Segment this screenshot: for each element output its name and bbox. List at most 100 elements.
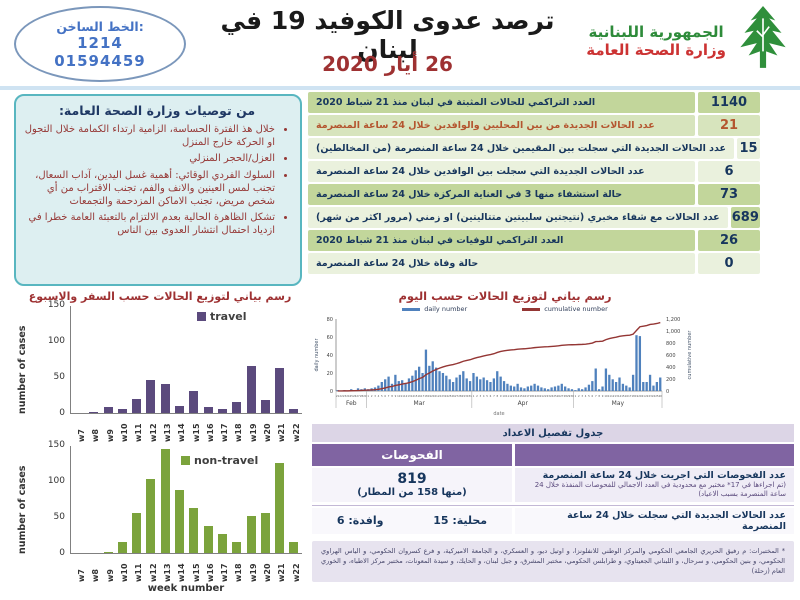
- stat-value: 1140: [698, 92, 760, 113]
- svg-text:31: 31: [468, 394, 472, 398]
- non-travel-bar: [203, 526, 213, 553]
- svg-text:21: 21: [336, 394, 340, 398]
- details-table: جدول تفصيل الاعداد الفحوصات 819 (منها 15…: [312, 424, 794, 582]
- svg-text:19: 19: [533, 394, 537, 398]
- hotline-short-number: 1214: [77, 33, 123, 52]
- svg-text:27: 27: [560, 394, 564, 398]
- svg-text:10: 10: [397, 394, 401, 398]
- recommendations-title: من توصيات وزارة الصحة العامة:: [58, 103, 256, 118]
- report-date: 26 أيار 2020: [322, 52, 453, 76]
- non-travel-bar: [146, 478, 156, 553]
- svg-text:15: 15: [519, 394, 523, 398]
- svg-text:11: 11: [506, 394, 510, 398]
- svg-text:800: 800: [666, 341, 676, 347]
- svg-text:May: May: [612, 400, 625, 407]
- svg-text:5: 5: [486, 394, 488, 398]
- svg-text:13: 13: [615, 394, 619, 398]
- stat-label: حالة وفاة خلال 24 ساعة المنصرمة: [308, 253, 695, 274]
- svg-text:29: 29: [462, 394, 466, 398]
- stat-row: العدد التراكمي للوفيات في لبنان منذ 21 ش…: [308, 230, 760, 251]
- stat-row: عدد الحالات الجديدة التي سجلت بين المقيم…: [308, 138, 760, 159]
- details-header-row: الفحوصات: [312, 444, 794, 466]
- weekly-charts-panel: رسم بياني لتوزيع الحالات حسب السفر والاس…: [12, 290, 308, 594]
- non-travel-bar: [117, 541, 127, 553]
- x-axis-tick: w15: [191, 423, 201, 442]
- svg-text:Mar: Mar: [414, 400, 426, 407]
- non-travel-bar: [175, 490, 185, 553]
- recommendation-item: العزل/الحجر المنزلي: [24, 152, 275, 165]
- ministry-header: الجمهورية اللبنانية وزارة الصحة العامة: [586, 4, 794, 78]
- svg-text:4: 4: [585, 394, 587, 398]
- stat-value: 0: [698, 253, 760, 274]
- svg-text:22: 22: [543, 394, 547, 398]
- nontravel-legend: non-travel: [181, 454, 258, 467]
- x-axis-tick: w16: [205, 423, 215, 442]
- svg-text:25: 25: [350, 394, 354, 398]
- svg-text:6: 6: [384, 394, 386, 398]
- travel-x-axis-labels: w7 w8 w9 w10 w11 w12 w13 w14 w15 w16 w17 w18 w19 w20 w…: [74, 416, 306, 442]
- stat-label: عدد الحالات مع شفاء مخبري (نتيجتين سلبيت…: [308, 207, 728, 228]
- x-axis-tick: w18: [234, 423, 244, 442]
- svg-text:29: 29: [363, 394, 367, 398]
- svg-text:1,200: 1,200: [666, 317, 680, 323]
- new-cases-row: محلية: 15 وافدة: 6 عدد الحالات الجديدة ا…: [312, 507, 794, 534]
- non-travel-bar: [189, 507, 199, 553]
- svg-text:2: 2: [371, 394, 373, 398]
- non-travel-bar: [217, 533, 227, 553]
- recommendations-list: خلال هذ الفترة الحساسة، الزامية ارتداء ا…: [24, 123, 290, 238]
- svg-text:21: 21: [435, 394, 439, 398]
- svg-text:40: 40: [327, 353, 333, 359]
- y-axis-tick: 150: [47, 440, 65, 450]
- stat-label: العدد التراكمي للحالات المثبتة في لبنان …: [308, 92, 695, 113]
- x-axis-tick: w14: [177, 563, 187, 582]
- travel-bar: [132, 398, 142, 413]
- svg-text:28: 28: [564, 394, 568, 398]
- travel-bar: [217, 408, 227, 413]
- svg-text:20: 20: [327, 371, 333, 377]
- travel-bar: [175, 405, 185, 413]
- svg-text:20: 20: [431, 394, 435, 398]
- x-axis-tick: w22: [291, 423, 301, 442]
- y-axis-tick: 50: [53, 372, 65, 382]
- svg-text:16: 16: [418, 394, 422, 398]
- x-axis-tick: w12: [148, 563, 158, 582]
- non-travel-bar: [160, 448, 170, 553]
- travel-bar: [103, 407, 113, 413]
- travel-bar: [275, 367, 285, 413]
- svg-text:23: 23: [441, 394, 445, 398]
- x-axis-tick: w15: [191, 563, 201, 582]
- svg-text:4: 4: [483, 394, 485, 398]
- stat-label: عدد الحالات الجديدة التي سجلت بين الوافد…: [308, 161, 695, 182]
- svg-text:0: 0: [666, 389, 669, 395]
- svg-text:14: 14: [516, 394, 520, 398]
- travel-legend: travel: [197, 310, 247, 323]
- cedar-tree-icon: [732, 4, 794, 78]
- x-axis-tick: w22: [291, 563, 301, 582]
- x-axis-tick: w17: [220, 423, 230, 442]
- svg-text:17: 17: [421, 394, 425, 398]
- x-axis-tick: w11: [134, 563, 144, 582]
- hotline-badge: الخط الساخن: 1214 01594459: [14, 6, 186, 82]
- svg-text:24: 24: [445, 394, 449, 398]
- recommendation-item: تشكل الظاهرة الحالية بعدم الالتزام بالتع…: [24, 211, 276, 237]
- svg-text:daily number: daily number: [314, 338, 320, 372]
- svg-text:80: 80: [327, 317, 333, 323]
- svg-text:23: 23: [648, 394, 652, 398]
- hotline-phone-number: 01594459: [54, 51, 146, 70]
- svg-text:7: 7: [595, 394, 597, 398]
- travel-bar-chart: number of cases travel 0 50 100 150: [17, 300, 302, 418]
- svg-text:18: 18: [530, 394, 534, 398]
- svg-text:27: 27: [455, 394, 459, 398]
- svg-text:14: 14: [618, 394, 622, 398]
- svg-text:20: 20: [638, 394, 642, 398]
- svg-text:1: 1: [473, 394, 475, 398]
- non-travel-bar: [246, 515, 256, 553]
- recommendations-box: من توصيات وزارة الصحة العامة: خلال هذ ال…: [14, 94, 302, 286]
- y-axis-tick: 50: [53, 512, 65, 522]
- svg-text:12: 12: [404, 394, 408, 398]
- x-axis-tick: w19: [248, 563, 258, 582]
- stat-value: 689: [730, 207, 760, 228]
- svg-text:24: 24: [346, 394, 350, 398]
- x-axis-tick: w21: [277, 563, 287, 582]
